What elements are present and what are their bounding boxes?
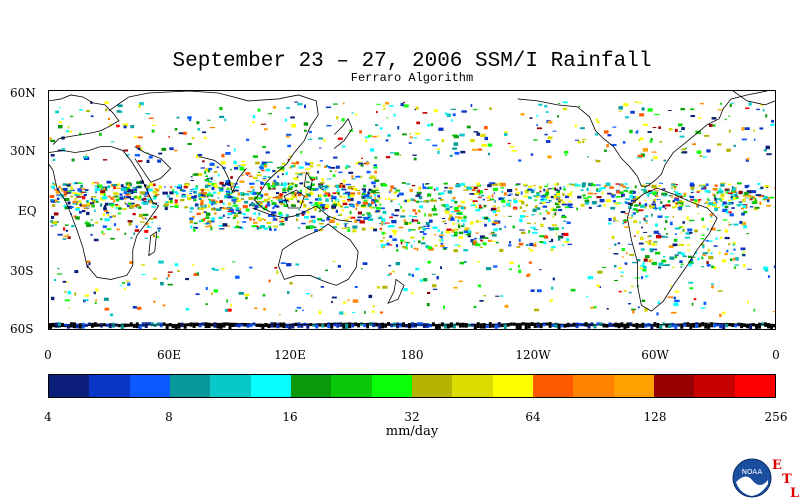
lon-label-120w: 120W xyxy=(515,348,551,362)
color-swatch xyxy=(532,375,574,397)
lat-label-eq: EQ xyxy=(18,204,37,218)
color-swatch xyxy=(331,375,372,397)
color-swatch xyxy=(411,375,453,397)
color-swatch xyxy=(250,375,291,397)
philippines-coastline xyxy=(303,171,313,191)
color-swatch xyxy=(371,375,412,397)
greenland-coastline xyxy=(732,91,775,106)
color-swatch xyxy=(613,375,654,397)
scale-label-128: 128 xyxy=(643,410,667,424)
lon-label-60w: 60W xyxy=(641,348,669,362)
color-scale-bar xyxy=(48,374,776,398)
lon-label-180: 180 xyxy=(400,348,424,362)
scale-label-4: 4 xyxy=(44,410,52,424)
map-title: September 23 – 27, 2006 SSM/I Rainfall xyxy=(172,50,652,73)
europe-coastline xyxy=(49,94,120,145)
scale-label-256: 256 xyxy=(764,410,788,424)
noaa-logo: NOAA xyxy=(732,458,772,498)
australia-coastline xyxy=(277,223,359,286)
scale-units: mm/day xyxy=(385,424,439,439)
lat-label-30n: 30N xyxy=(10,144,36,158)
lon-label-0: 0 xyxy=(44,348,52,362)
africa-coastline xyxy=(49,146,160,280)
color-swatch xyxy=(210,375,251,397)
asia-coastline xyxy=(108,91,319,213)
color-swatch xyxy=(89,375,130,397)
lat-label-60s: 60S xyxy=(10,322,34,336)
scale-label-16: 16 xyxy=(282,410,298,424)
india-coastline xyxy=(198,156,247,194)
color-swatch xyxy=(49,375,90,397)
japan-coastline xyxy=(333,117,353,149)
borneo-coastline xyxy=(283,189,305,209)
color-swatch xyxy=(573,375,614,397)
antarctica-coastline xyxy=(49,322,775,328)
lon-label-120e: 120E xyxy=(274,348,306,362)
scale-label-32: 32 xyxy=(404,410,420,424)
etl-letter-e: E xyxy=(772,458,782,473)
north-america-coastline xyxy=(517,91,768,187)
indonesia-coastline xyxy=(252,205,353,223)
lat-label-30s: 30S xyxy=(10,264,34,278)
scale-label-8: 8 xyxy=(165,410,173,424)
madagascar-coastline xyxy=(148,231,158,257)
color-swatch xyxy=(694,375,735,397)
color-swatch xyxy=(290,375,332,397)
etl-letter-l: L xyxy=(790,486,800,501)
color-swatch xyxy=(653,375,695,397)
lon-label-60e: 60E xyxy=(156,348,182,362)
map-subtitle: Ferraro Algorithm xyxy=(350,71,474,85)
color-swatch xyxy=(452,375,493,397)
etl-letter-t: T xyxy=(782,472,792,487)
color-swatch xyxy=(734,375,775,397)
color-swatch xyxy=(492,375,533,397)
lon-label-0-end: 0 xyxy=(772,348,780,362)
coastlines xyxy=(49,91,775,328)
color-swatch xyxy=(129,375,170,397)
rainfall-map xyxy=(48,90,776,330)
lat-label-60n: 60N xyxy=(10,86,36,100)
scale-label-64: 64 xyxy=(525,410,541,424)
arabia-coastline xyxy=(134,146,172,183)
new-zealand-coastline xyxy=(387,278,405,304)
rainfall-patches xyxy=(49,101,775,329)
noaa-logo-text: NOAA xyxy=(742,468,763,476)
south-america-coastline xyxy=(626,187,718,312)
color-swatch xyxy=(169,375,211,397)
